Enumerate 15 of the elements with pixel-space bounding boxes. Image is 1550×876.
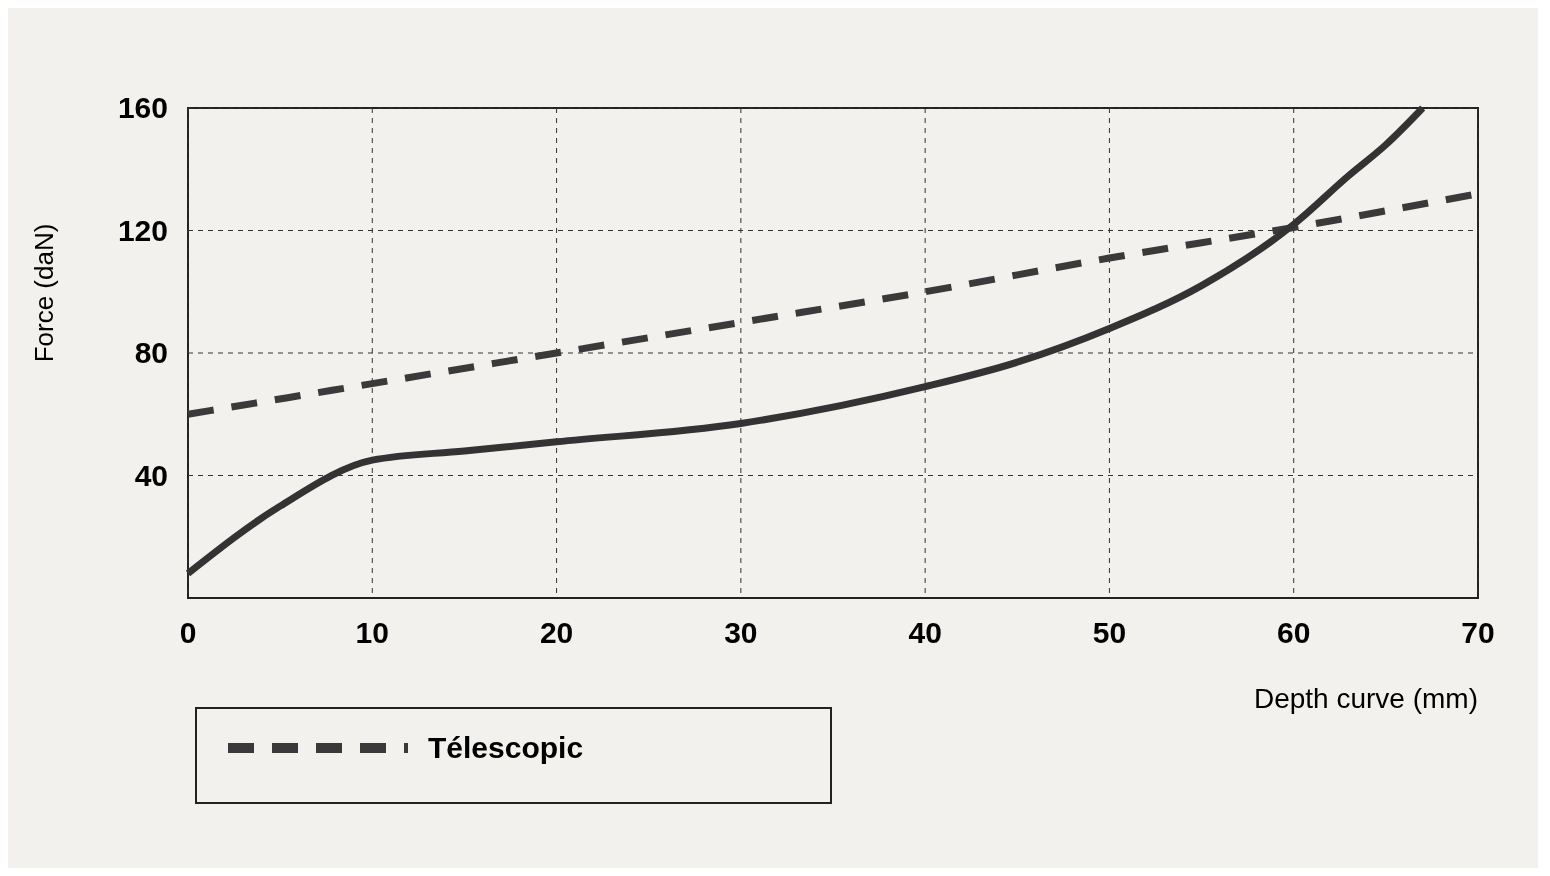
- x-axis-title: Depth curve (mm): [1253, 683, 1478, 714]
- y-axis-title: Force (daN): [29, 223, 59, 363]
- x-tick-label: 40: [908, 616, 942, 649]
- x-tick-label: 70: [1461, 616, 1495, 649]
- x-tick-label: 10: [355, 616, 389, 649]
- y-tick-label: 120: [117, 213, 168, 247]
- text: Télescopic: [428, 731, 584, 764]
- y-tick-label: 160: [117, 91, 168, 124]
- x-tick-label: 0: [179, 616, 197, 649]
- y-tick-label: 40: [134, 458, 168, 492]
- x-tick-label: 20: [539, 616, 574, 649]
- y-tick-label: 80: [134, 336, 168, 369]
- x-tick-label: 60: [1277, 616, 1311, 649]
- x-tick-label: 30: [724, 616, 758, 649]
- x-tick-label: 50: [1092, 616, 1127, 649]
